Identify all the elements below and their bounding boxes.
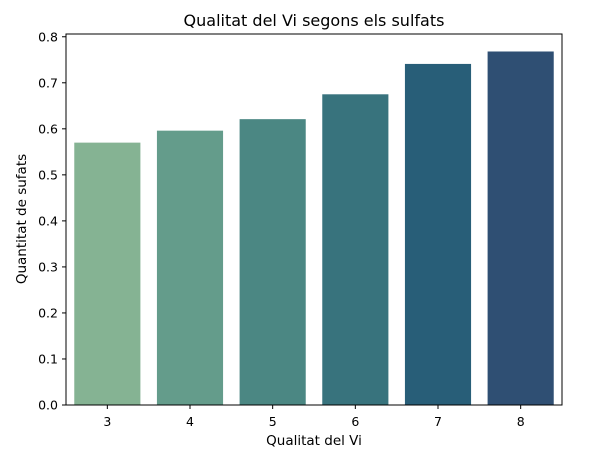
y-tick-label: 0.5 bbox=[38, 167, 58, 182]
bar-6 bbox=[322, 94, 389, 405]
x-axis-label: Qualitat del Vi bbox=[266, 433, 362, 449]
y-tick-label: 0.1 bbox=[38, 351, 58, 366]
bar-4 bbox=[156, 130, 224, 405]
y-tick-label: 0.3 bbox=[38, 259, 58, 274]
x-axis-ticks: 3 4 5 6 7 8 bbox=[103, 405, 525, 429]
x-tick-label: 6 bbox=[351, 414, 359, 429]
bar-7 bbox=[404, 63, 472, 406]
x-tick-label: 5 bbox=[269, 414, 277, 429]
y-tick-label: 0.6 bbox=[38, 121, 58, 136]
x-tick-label: 7 bbox=[434, 414, 442, 429]
x-tick-label: 4 bbox=[186, 414, 194, 429]
y-axis-label: Quantitat de sufats bbox=[14, 154, 30, 284]
y-axis-ticks: 0.0 0.1 0.2 0.3 0.4 0.5 0.6 0.7 0.8 bbox=[38, 29, 66, 413]
bar-3 bbox=[74, 142, 141, 405]
y-tick-label: 0.4 bbox=[38, 213, 58, 228]
bar-8 bbox=[487, 51, 554, 406]
y-tick-label: 0.2 bbox=[38, 305, 58, 320]
chart-title: Qualitat del Vi segons els sulfats bbox=[184, 11, 445, 30]
x-tick-label: 8 bbox=[517, 414, 525, 429]
bar-5 bbox=[239, 119, 306, 405]
x-tick-label: 3 bbox=[103, 414, 111, 429]
y-tick-label: 0.0 bbox=[38, 398, 58, 413]
plot-frame bbox=[65, 33, 563, 406]
y-tick-label: 0.8 bbox=[38, 29, 58, 44]
bars-group bbox=[74, 51, 554, 406]
y-tick-label: 0.7 bbox=[38, 75, 58, 90]
